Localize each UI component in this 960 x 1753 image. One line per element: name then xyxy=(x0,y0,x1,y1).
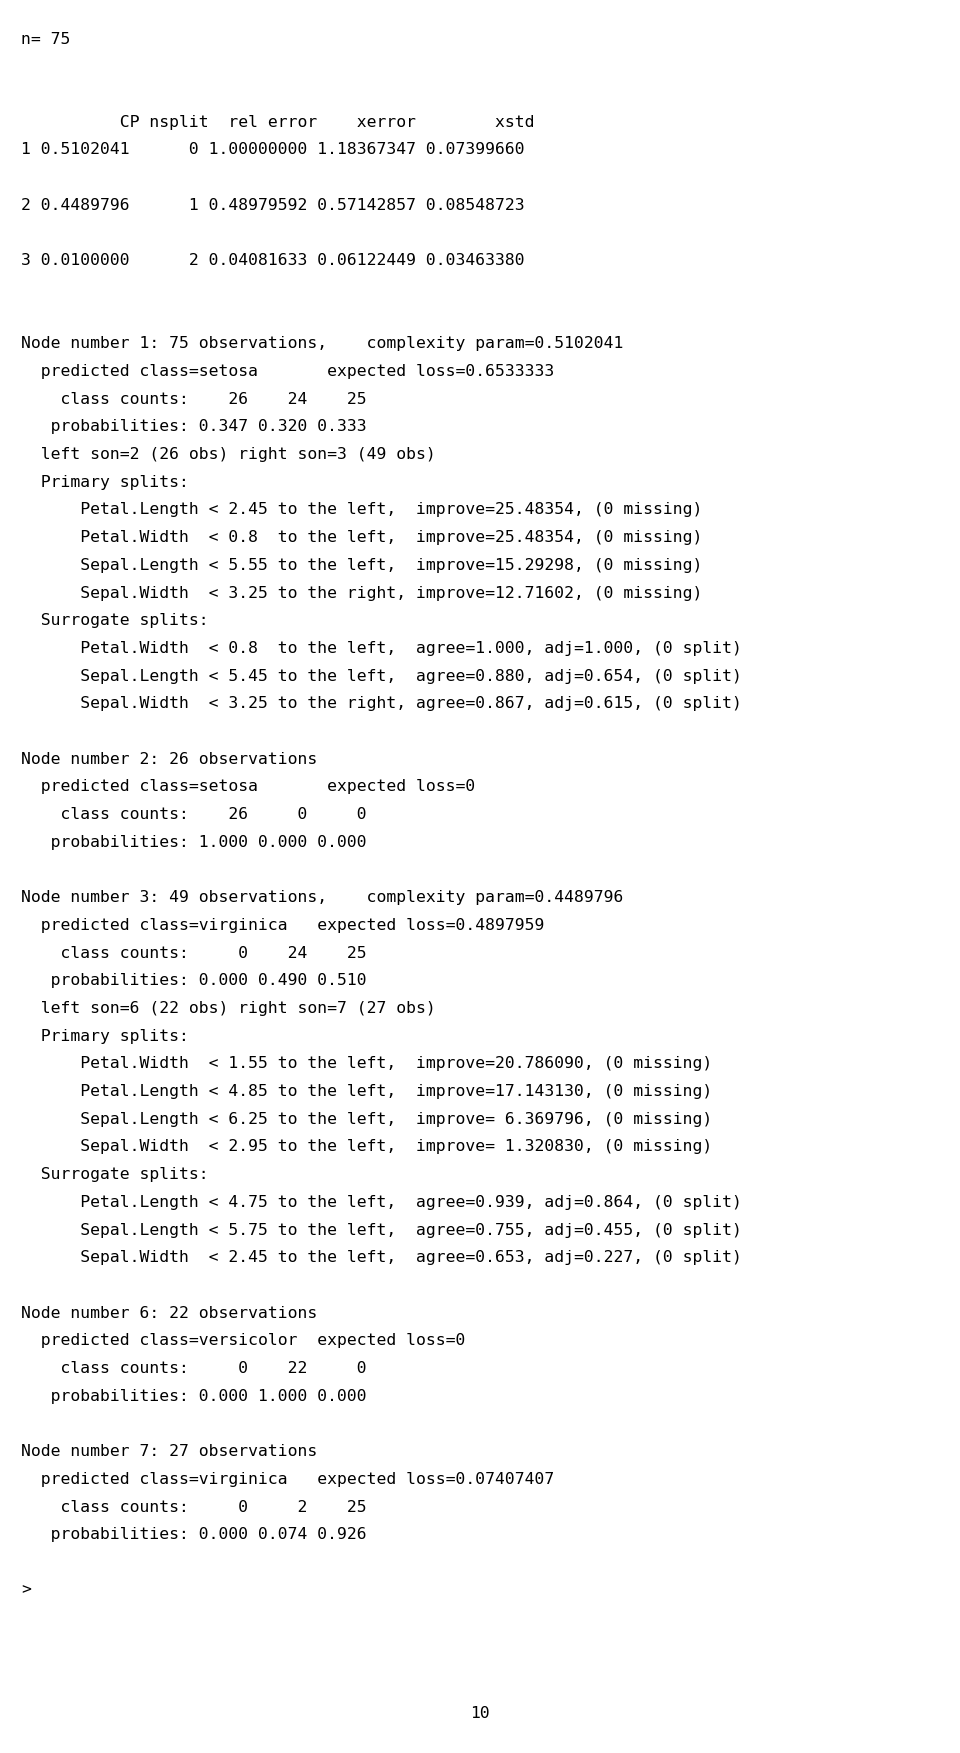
Text: Sepal.Length < 5.55 to the left,  improve=15.29298, (0 missing): Sepal.Length < 5.55 to the left, improve… xyxy=(21,557,703,573)
Text: 3 0.0100000      2 0.04081633 0.06122449 0.03463380: 3 0.0100000 2 0.04081633 0.06122449 0.03… xyxy=(21,252,525,268)
Text: Petal.Width  < 1.55 to the left,  improve=20.786090, (0 missing): Petal.Width < 1.55 to the left, improve=… xyxy=(21,1057,712,1071)
Text: Node number 1: 75 observations,    complexity param=0.5102041: Node number 1: 75 observations, complexi… xyxy=(21,337,623,351)
Text: class counts:     0    24    25: class counts: 0 24 25 xyxy=(21,945,367,961)
Text: Sepal.Length < 5.45 to the left,  agree=0.880, adj=0.654, (0 split): Sepal.Length < 5.45 to the left, agree=0… xyxy=(21,668,742,684)
Text: >: > xyxy=(21,1583,31,1597)
Text: probabilities: 0.000 0.490 0.510: probabilities: 0.000 0.490 0.510 xyxy=(21,973,367,989)
Text: Surrogate splits:: Surrogate splits: xyxy=(21,1167,208,1182)
Text: Sepal.Width  < 2.45 to the left,  agree=0.653, adj=0.227, (0 split): Sepal.Width < 2.45 to the left, agree=0.… xyxy=(21,1250,742,1266)
Text: predicted class=setosa       expected loss=0: predicted class=setosa expected loss=0 xyxy=(21,780,475,794)
Text: Petal.Length < 2.45 to the left,  improve=25.48354, (0 missing): Petal.Length < 2.45 to the left, improve… xyxy=(21,503,703,517)
Text: predicted class=virginica   expected loss=0.4897959: predicted class=virginica expected loss=… xyxy=(21,919,544,933)
Text: probabilities: 0.347 0.320 0.333: probabilities: 0.347 0.320 0.333 xyxy=(21,419,367,435)
Text: Petal.Length < 4.85 to the left,  improve=17.143130, (0 missing): Petal.Length < 4.85 to the left, improve… xyxy=(21,1083,712,1099)
Text: predicted class=setosa       expected loss=0.6533333: predicted class=setosa expected loss=0.6… xyxy=(21,365,554,379)
Text: probabilities: 1.000 0.000 0.000: probabilities: 1.000 0.000 0.000 xyxy=(21,834,367,850)
Text: Sepal.Width  < 3.25 to the right, agree=0.867, adj=0.615, (0 split): Sepal.Width < 3.25 to the right, agree=0… xyxy=(21,696,742,712)
Text: class counts:     0     2    25: class counts: 0 2 25 xyxy=(21,1499,367,1515)
Text: predicted class=virginica   expected loss=0.07407407: predicted class=virginica expected loss=… xyxy=(21,1473,554,1487)
Text: Sepal.Length < 6.25 to the left,  improve= 6.369796, (0 missing): Sepal.Length < 6.25 to the left, improve… xyxy=(21,1111,712,1127)
Text: Petal.Width  < 0.8  to the left,  improve=25.48354, (0 missing): Petal.Width < 0.8 to the left, improve=2… xyxy=(21,529,703,545)
Text: Node number 2: 26 observations: Node number 2: 26 observations xyxy=(21,752,318,766)
Text: CP nsplit  rel error    xerror        xstd: CP nsplit rel error xerror xstd xyxy=(21,114,535,130)
Text: Node number 7: 27 observations: Node number 7: 27 observations xyxy=(21,1444,318,1458)
Text: class counts:    26     0     0: class counts: 26 0 0 xyxy=(21,806,367,822)
Text: 1 0.5102041      0 1.00000000 1.18367347 0.07399660: 1 0.5102041 0 1.00000000 1.18367347 0.07… xyxy=(21,142,525,158)
Text: class counts:    26    24    25: class counts: 26 24 25 xyxy=(21,391,367,407)
Text: Sepal.Width  < 2.95 to the left,  improve= 1.320830, (0 missing): Sepal.Width < 2.95 to the left, improve=… xyxy=(21,1139,712,1155)
Text: class counts:     0    22     0: class counts: 0 22 0 xyxy=(21,1360,367,1376)
Text: Primary splits:: Primary splits: xyxy=(21,475,189,489)
Text: left son=6 (22 obs) right son=7 (27 obs): left son=6 (22 obs) right son=7 (27 obs) xyxy=(21,1001,436,1017)
Text: Petal.Width  < 0.8  to the left,  agree=1.000, adj=1.000, (0 split): Petal.Width < 0.8 to the left, agree=1.0… xyxy=(21,642,742,656)
Text: Node number 3: 49 observations,    complexity param=0.4489796: Node number 3: 49 observations, complexi… xyxy=(21,891,623,905)
Text: probabilities: 0.000 0.074 0.926: probabilities: 0.000 0.074 0.926 xyxy=(21,1527,367,1543)
Text: left son=2 (26 obs) right son=3 (49 obs): left son=2 (26 obs) right son=3 (49 obs) xyxy=(21,447,436,463)
Text: 10: 10 xyxy=(470,1706,490,1721)
Text: Sepal.Length < 5.75 to the left,  agree=0.755, adj=0.455, (0 split): Sepal.Length < 5.75 to the left, agree=0… xyxy=(21,1222,742,1238)
Text: Surrogate splits:: Surrogate splits: xyxy=(21,614,208,628)
Text: 2 0.4489796      1 0.48979592 0.57142857 0.08548723: 2 0.4489796 1 0.48979592 0.57142857 0.08… xyxy=(21,198,525,212)
Text: probabilities: 0.000 1.000 0.000: probabilities: 0.000 1.000 0.000 xyxy=(21,1388,367,1404)
Text: Petal.Length < 4.75 to the left,  agree=0.939, adj=0.864, (0 split): Petal.Length < 4.75 to the left, agree=0… xyxy=(21,1196,742,1210)
Text: Node number 6: 22 observations: Node number 6: 22 observations xyxy=(21,1306,318,1320)
Text: n= 75: n= 75 xyxy=(21,32,70,47)
Text: Primary splits:: Primary splits: xyxy=(21,1029,189,1043)
Text: predicted class=versicolor  expected loss=0: predicted class=versicolor expected loss… xyxy=(21,1334,466,1348)
Text: Sepal.Width  < 3.25 to the right, improve=12.71602, (0 missing): Sepal.Width < 3.25 to the right, improve… xyxy=(21,586,703,601)
